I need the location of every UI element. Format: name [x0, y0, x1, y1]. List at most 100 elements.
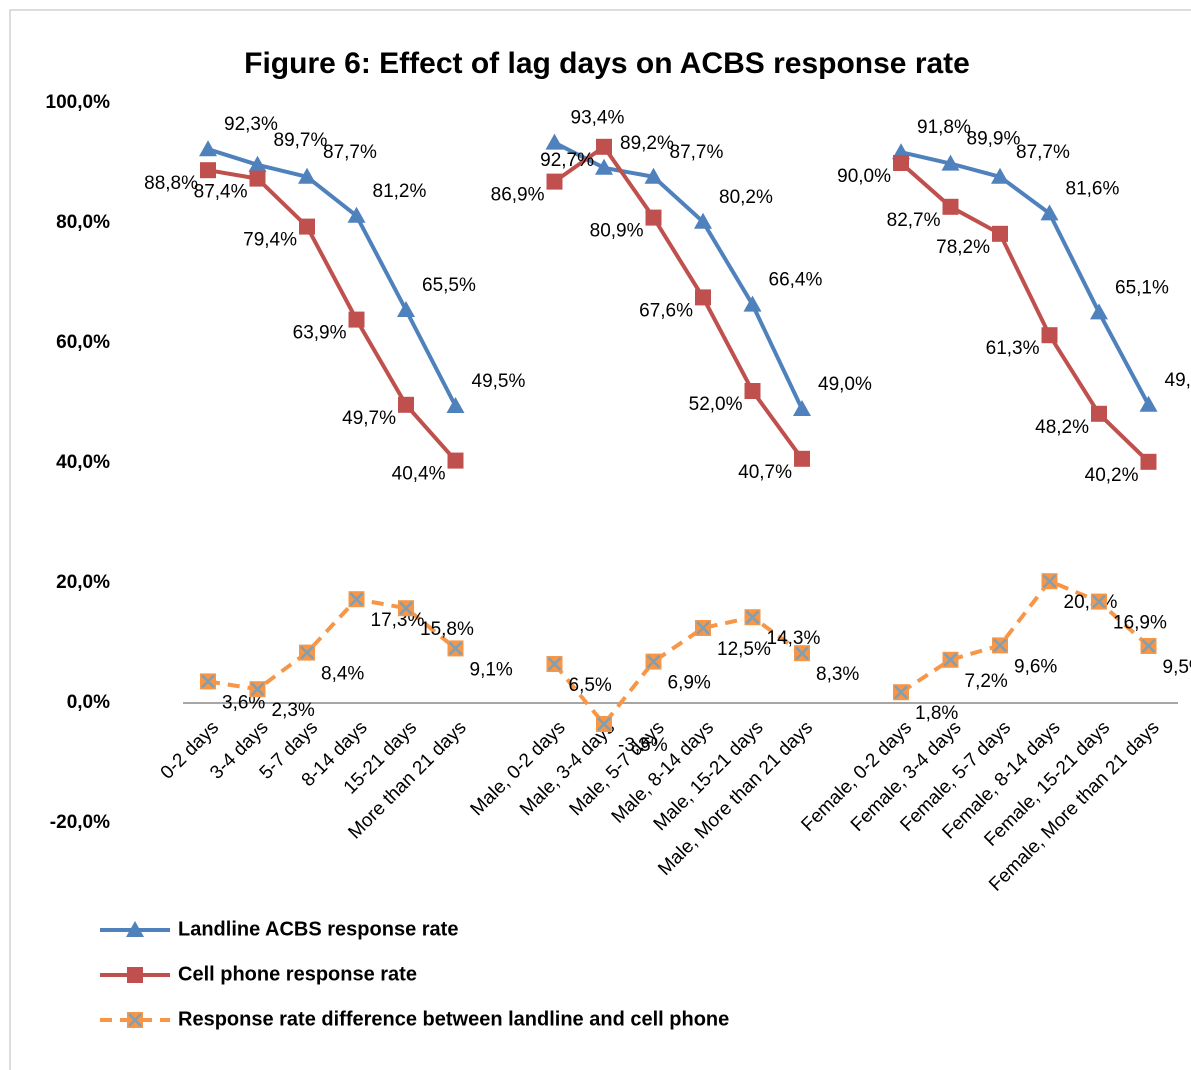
data-label: 8,3%	[816, 664, 859, 685]
marker	[249, 170, 266, 187]
marker	[596, 138, 612, 155]
data-label: 65,1%	[1115, 277, 1169, 298]
data-label: 49,5%	[472, 371, 526, 392]
marker	[1090, 303, 1108, 320]
series-line	[207, 144, 1150, 464]
data-label: 81,6%	[1066, 178, 1120, 199]
data-label: 16,9%	[1113, 613, 1167, 634]
marker	[991, 167, 1009, 184]
marker-cross	[597, 717, 611, 731]
marker-cross	[1141, 639, 1156, 653]
marker	[595, 158, 613, 175]
marker-cross	[128, 1013, 142, 1027]
y-tick-label: 20,0%	[56, 572, 110, 593]
marker	[447, 452, 464, 469]
y-tick-label: 60,0%	[56, 332, 110, 353]
marker	[200, 162, 216, 179]
data-label: 90,0%	[837, 166, 891, 187]
marker	[545, 133, 564, 150]
marker	[941, 154, 960, 171]
marker	[1041, 327, 1058, 344]
data-label: 1,8%	[915, 703, 958, 724]
marker	[793, 400, 811, 416]
data-label: 92,7%	[540, 150, 594, 171]
data-label: 20,3%	[1064, 592, 1118, 613]
marker-cross	[201, 674, 215, 689]
data-label: 40,4%	[392, 464, 446, 485]
data-label: 89,7%	[274, 130, 328, 151]
marker-cross	[399, 601, 413, 616]
data-label: 49,7%	[1165, 370, 1191, 391]
marker-cross	[943, 652, 958, 667]
y-tick-label: -20,0%	[50, 812, 110, 833]
data-label: 65,5%	[422, 275, 476, 296]
data-label: 49,0%	[818, 374, 872, 395]
marker	[1040, 204, 1059, 221]
data-label: 14,3%	[767, 628, 821, 649]
y-tick-label: 40,0%	[56, 452, 110, 473]
marker	[743, 295, 762, 312]
marker	[695, 289, 711, 306]
y-tick-label: 80,0%	[56, 212, 110, 233]
data-label: 82,7%	[887, 210, 941, 231]
series-line	[207, 140, 1151, 410]
marker	[1139, 395, 1158, 412]
frame	[9, 9, 1191, 1070]
marker	[794, 450, 810, 467]
data-label: 87,7%	[1016, 142, 1070, 163]
data-label: 86,9%	[491, 185, 545, 206]
marker-cross	[300, 645, 314, 660]
data-label: 40,7%	[738, 462, 792, 483]
data-label: 63,9%	[293, 323, 347, 344]
data-label: 87,7%	[323, 142, 377, 163]
data-label: 9,5%	[1163, 657, 1191, 678]
data-label: 88,8%	[144, 173, 198, 194]
marker	[347, 206, 366, 223]
data-label: 9,6%	[1014, 656, 1057, 677]
data-label: 7,2%	[965, 671, 1008, 692]
data-label: 48,2%	[1035, 417, 1089, 438]
data-label: 89,9%	[967, 129, 1021, 150]
marker	[398, 396, 414, 413]
chart-title: Figure 6: Effect of lag days on ACBS res…	[244, 47, 970, 80]
marker	[1140, 453, 1157, 470]
marker	[248, 155, 267, 172]
marker	[1091, 405, 1107, 422]
data-label: 93,4%	[571, 108, 625, 129]
data-label: 8,4%	[321, 664, 364, 685]
marker	[744, 383, 761, 399]
marker	[645, 209, 662, 226]
data-label: 91,8%	[917, 117, 971, 138]
marker-cross	[1042, 574, 1057, 589]
data-label: 2,3%	[272, 700, 315, 721]
data-label: 17,3%	[371, 610, 425, 631]
marker-cross	[1092, 594, 1106, 609]
data-label: 80,2%	[719, 187, 773, 208]
data-label: 80,9%	[590, 221, 644, 242]
marker-cross	[547, 657, 562, 671]
y-tick-label: 100,0%	[46, 92, 111, 113]
marker-cross	[448, 641, 463, 656]
marker	[942, 198, 959, 215]
data-label: 87,7%	[670, 142, 724, 163]
y-tick-label: 0,0%	[67, 692, 110, 713]
marker	[992, 225, 1008, 242]
marker	[644, 167, 663, 184]
data-label: -3,5%	[618, 735, 668, 756]
marker-cross	[745, 610, 760, 625]
data-label: 67,6%	[639, 300, 693, 321]
data-label: 12,5%	[717, 639, 771, 660]
marker-cross	[646, 654, 661, 669]
marker	[893, 155, 909, 171]
data-label: 6,9%	[668, 673, 711, 694]
data-label: 52,0%	[689, 394, 743, 415]
marker	[199, 140, 217, 157]
marker	[546, 173, 563, 190]
data-label: 9,1%	[470, 659, 513, 680]
marker	[126, 921, 144, 937]
marker	[299, 218, 315, 235]
marker-cross	[250, 682, 265, 697]
marker	[348, 311, 365, 328]
data-label: 40,2%	[1085, 465, 1139, 486]
